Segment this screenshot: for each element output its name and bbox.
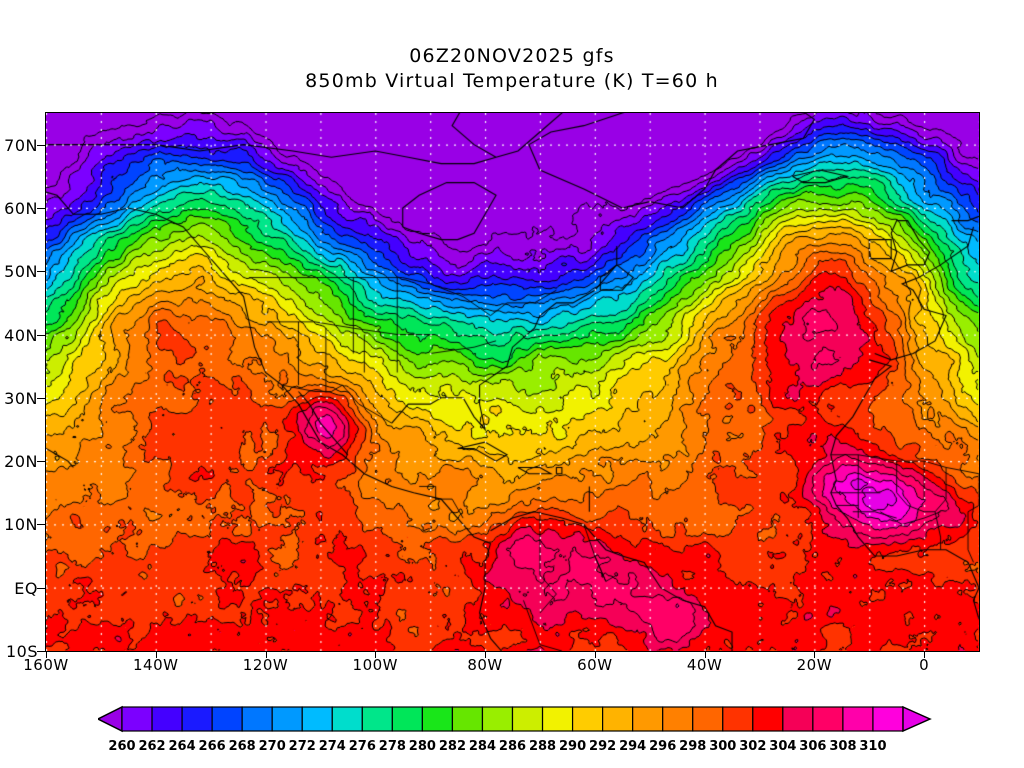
colorbar-tick-label: 304 [769,739,797,754]
colorbar-tick-label: 276 [348,739,376,754]
colorbar-tick-label: 284 [468,739,497,754]
x-axis-tick-mark [375,652,377,658]
colorbar-swatches [98,705,932,733]
temperature-field-map [46,113,979,651]
y-axis-tick-label: EQ [14,578,38,598]
y-axis-tick-label: 60N [4,198,38,218]
colorbar-tick-label: 286 [498,739,527,754]
y-axis-tick-label: 50N [4,262,38,282]
colorbar-tick-label: 302 [739,739,767,754]
y-axis-tick-label: 20N [4,452,38,472]
y-axis-tick-label: 30N [4,388,38,408]
x-axis-tick-mark [704,652,706,658]
colorbar-tick-label: 310 [859,739,887,754]
colorbar-tick-label: 262 [138,739,166,754]
colorbar-tick-label: 296 [649,739,677,754]
x-axis-tick-mark [265,652,267,658]
colorbar-tick-label: 298 [679,739,707,754]
x-axis-tick-label: 100W [352,656,399,674]
colorbar-tick-label: 278 [378,739,406,754]
y-axis-tick-mark [37,587,45,589]
colorbar-tick-label: 306 [799,739,827,754]
x-axis-tick-label: 120W [242,656,289,674]
colorbar-tick-label: 290 [558,739,587,754]
y-axis-tick-mark [37,524,45,526]
x-axis-tick-mark [814,652,816,658]
x-axis-tick-label: 20W [796,656,833,674]
colorbar-tick-label: 270 [258,739,286,754]
colorbar: 260 262 264 266 268 270 272 274 276 278 280 282 284 2… [0,703,1024,763]
y-axis-tick-mark [37,397,45,399]
colorbar-tick-label: 300 [709,739,737,754]
colorbar-tick-label: 282 [438,739,466,754]
colorbar-tick-label: 288 [528,739,557,754]
x-axis-tick-mark [594,652,596,658]
y-axis-tick-label: 10S [5,642,38,661]
x-axis-tick-mark [155,652,157,658]
x-axis-tick-mark [924,652,926,658]
x-axis-tick-label: 80W [467,656,503,674]
y-axis-tick-mark [37,144,45,146]
y-axis-tick-mark [37,334,45,336]
y-axis-tick-mark [37,461,45,463]
y-axis-tick-label: 10N [4,515,38,535]
x-axis-tick-mark [485,652,487,658]
chart-title-block: 06Z20NOV2025 gfs 850mb Virtual Temperatu… [0,44,1024,94]
map-plot-area [45,112,980,652]
colorbar-tick-label: 264 [168,739,196,754]
colorbar-tick-label: 292 [589,739,617,754]
colorbar-tick-label: 280 [408,739,436,754]
x-axis-tick-mark [46,652,47,658]
colorbar-tick-label: 308 [829,739,857,754]
colorbar-tick-label: 294 [619,739,647,754]
y-axis-tick-mark [37,271,45,273]
y-axis-tick-mark [37,207,45,209]
colorbar-tick-label: 272 [288,739,316,754]
x-axis-tick-label: 40W [686,656,723,674]
y-axis-tick-label: 40N [4,325,38,345]
y-axis-tick-label: 70N [4,135,38,155]
x-axis-tick-label: 0 [919,656,930,674]
colorbar-tick-label: 266 [198,739,226,754]
colorbar-tick-label: 268 [228,739,256,754]
x-axis-tick-label: 140W [133,656,179,674]
y-axis-tick-mark [37,651,45,652]
colorbar-tick-label: 274 [318,739,346,754]
chart-title-line2: 850mb Virtual Temperature (K) T=60 h [305,70,719,92]
x-axis-tick-label: 60W [577,656,613,674]
chart-title-line1: 06Z20NOV2025 gfs [409,45,615,67]
x-axis-tick-label: 160W [23,656,69,674]
colorbar-tick-label: 260 [108,739,136,754]
